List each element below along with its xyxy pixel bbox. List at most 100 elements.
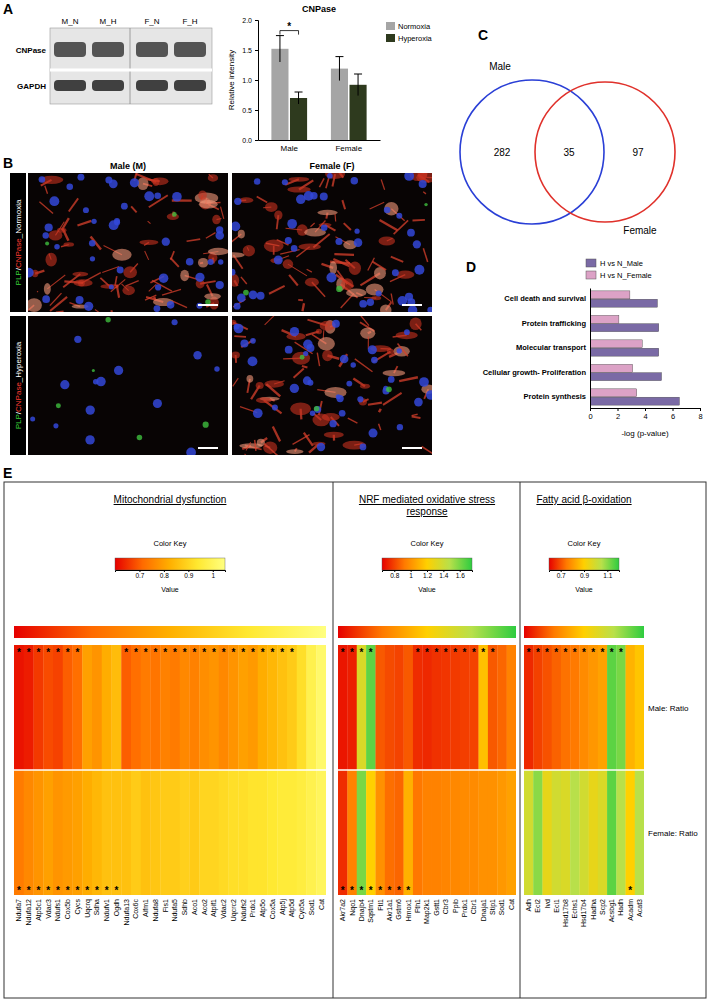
- heatmap-cell: [413, 770, 423, 895]
- tick-mark: [645, 408, 646, 411]
- panel-letter: D: [466, 259, 476, 275]
- gene-label: Ndufs1: [54, 899, 61, 921]
- tick-label: 6: [671, 412, 675, 421]
- gene-label: Aifm1: [142, 899, 149, 917]
- significance-mark: *: [481, 647, 485, 658]
- nucleus: [109, 285, 114, 290]
- tick-label: 1: [409, 572, 413, 579]
- axis-line: [116, 571, 226, 573]
- stain-fiber: [370, 202, 385, 209]
- gene-label: Ppib: [452, 899, 460, 913]
- heatmap-cell: [121, 645, 131, 770]
- error-cap: [276, 35, 284, 36]
- nucleus: [232, 222, 240, 232]
- significance-mark: *: [601, 647, 605, 658]
- stain-fiber: [221, 207, 224, 219]
- stain-cell: [256, 397, 271, 403]
- gene-label: Acsbg1: [608, 899, 616, 922]
- tick-label: 0.0: [242, 137, 252, 144]
- heatmap-cell: [497, 645, 507, 770]
- nucleus: [396, 213, 402, 219]
- nucleus: [234, 324, 244, 334]
- nucleus: [167, 301, 175, 309]
- blot-separator: [50, 69, 212, 72]
- nucleus: [121, 203, 128, 210]
- stain-fiber: [342, 200, 345, 209]
- tick: 4: [643, 408, 647, 421]
- stain-cell: [360, 328, 375, 339]
- tick: 0.7: [557, 570, 566, 579]
- title-line: Mitochondrial dysfunction: [114, 494, 227, 505]
- heatmap-cell: [277, 645, 287, 770]
- heatmap-cell: [357, 645, 367, 770]
- gene-label: Uqcrq: [84, 899, 92, 918]
- stain-cell: [324, 432, 344, 438]
- heatmap-cell: [43, 770, 53, 895]
- heatmap-cell: [598, 645, 608, 770]
- column-label: Male (M): [110, 161, 146, 171]
- gene-label: Vdac3: [45, 899, 52, 919]
- stain-cell: [243, 245, 255, 257]
- heatmap-cell: [497, 770, 507, 895]
- stain-fiber: [311, 223, 315, 227]
- heatmap-cell: [450, 645, 460, 770]
- tick: 6: [671, 408, 675, 421]
- stain-cell: [44, 283, 51, 295]
- significance-mark: *: [573, 647, 577, 658]
- gene-label: Hadh: [617, 899, 624, 916]
- heatmap-cell: [258, 645, 268, 770]
- heatmap-title: NRF mediated oxidative stressresponse: [359, 494, 495, 517]
- nucleus: [130, 178, 139, 187]
- heatmap-cell: [570, 645, 580, 770]
- nucleus: [153, 399, 162, 408]
- gene-label: Atpif1: [210, 899, 218, 917]
- nucleus: [419, 180, 427, 188]
- stain-cell: [198, 190, 207, 199]
- nucleus: [414, 398, 423, 407]
- tick-label: Protein synthesis: [523, 392, 586, 401]
- heatmap-cell: [533, 645, 543, 770]
- stain-fiber: [360, 316, 369, 326]
- heatmap-cell: [385, 770, 395, 895]
- nucleus: [397, 424, 403, 430]
- scale-bar: [402, 447, 422, 449]
- gene-label: Ndufa7: [15, 899, 22, 922]
- heatmap-cell: [82, 770, 92, 895]
- significance-mark: *: [406, 885, 410, 896]
- bar: [590, 340, 642, 348]
- significance-mark: *: [144, 647, 148, 658]
- tick-label: Cell death and survival: [504, 294, 586, 303]
- plp-speck: [137, 435, 143, 441]
- stain-cell: [384, 202, 398, 215]
- tick: 1: [409, 570, 413, 579]
- nucleus: [384, 207, 391, 214]
- stain-cell: [123, 266, 137, 278]
- heatmap-cell: [626, 770, 636, 895]
- nucleus: [326, 272, 336, 282]
- gene-label: Cat: [318, 899, 325, 910]
- stain-cell: [57, 228, 67, 233]
- gene-label: Cbr3: [442, 899, 449, 914]
- nucleus: [426, 390, 432, 400]
- heatmap-cell: [121, 770, 131, 895]
- heatmap-cell: [338, 645, 348, 770]
- stain-fiber: [319, 178, 324, 187]
- axis: 0.70.80.91: [116, 570, 226, 579]
- nucleus: [77, 174, 84, 181]
- row-label-part: CNPase: [14, 238, 23, 268]
- gene-label: Echs1: [571, 899, 578, 919]
- row-label: Female: Ratio: [648, 829, 698, 838]
- gene-label: Vdac2: [220, 899, 227, 919]
- stain-fiber: [302, 303, 304, 311]
- significance-mark: *: [212, 647, 216, 658]
- heatmap-cell: [375, 770, 385, 895]
- error-cap: [335, 56, 343, 57]
- nucleus: [310, 411, 315, 416]
- heatmap-cell: [507, 645, 516, 770]
- stain-fiber: [145, 251, 149, 260]
- nucleus: [307, 380, 313, 386]
- nucleus: [407, 229, 415, 237]
- panel-letter: C: [478, 27, 488, 43]
- color-key-label: Value: [418, 586, 435, 593]
- legend-label: Normoxia: [398, 22, 431, 31]
